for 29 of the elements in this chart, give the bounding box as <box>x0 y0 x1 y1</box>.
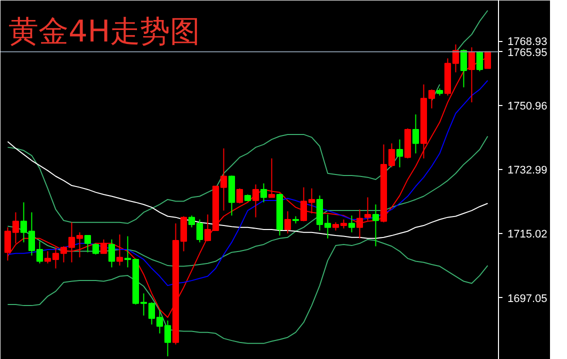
candlestick <box>364 196 371 222</box>
candlestick <box>356 208 363 239</box>
candlestick <box>236 188 243 204</box>
candlestick <box>476 50 483 72</box>
candlestick <box>268 158 275 198</box>
text: 黄金4H走势图 <box>8 14 200 50</box>
line-series <box>7 136 488 267</box>
candlestick <box>108 238 115 268</box>
y-tick-label: 1750.96 <box>508 100 548 112</box>
candlestick <box>348 215 355 233</box>
line-series <box>7 80 488 286</box>
y-tick-label: 1732.99 <box>508 164 548 176</box>
candlestick <box>116 234 123 266</box>
y-tick-label: 1715.02 <box>508 228 548 241</box>
candlestick <box>252 184 259 218</box>
candlestick <box>396 138 403 168</box>
candlestick <box>372 204 379 247</box>
y-tick-label: 1768.93 <box>508 36 548 48</box>
candlestick <box>284 210 291 234</box>
ref-line-label: 1765.95 <box>508 46 548 59</box>
candlestick <box>460 48 467 88</box>
candlestick <box>100 238 107 254</box>
line-series <box>7 238 488 344</box>
candlestick <box>92 242 99 255</box>
line-series <box>7 141 488 239</box>
candlestick <box>84 235 91 253</box>
candlestick <box>260 182 267 203</box>
y-tick-label: 1697.05 <box>508 292 548 305</box>
candlestick <box>412 114 419 154</box>
